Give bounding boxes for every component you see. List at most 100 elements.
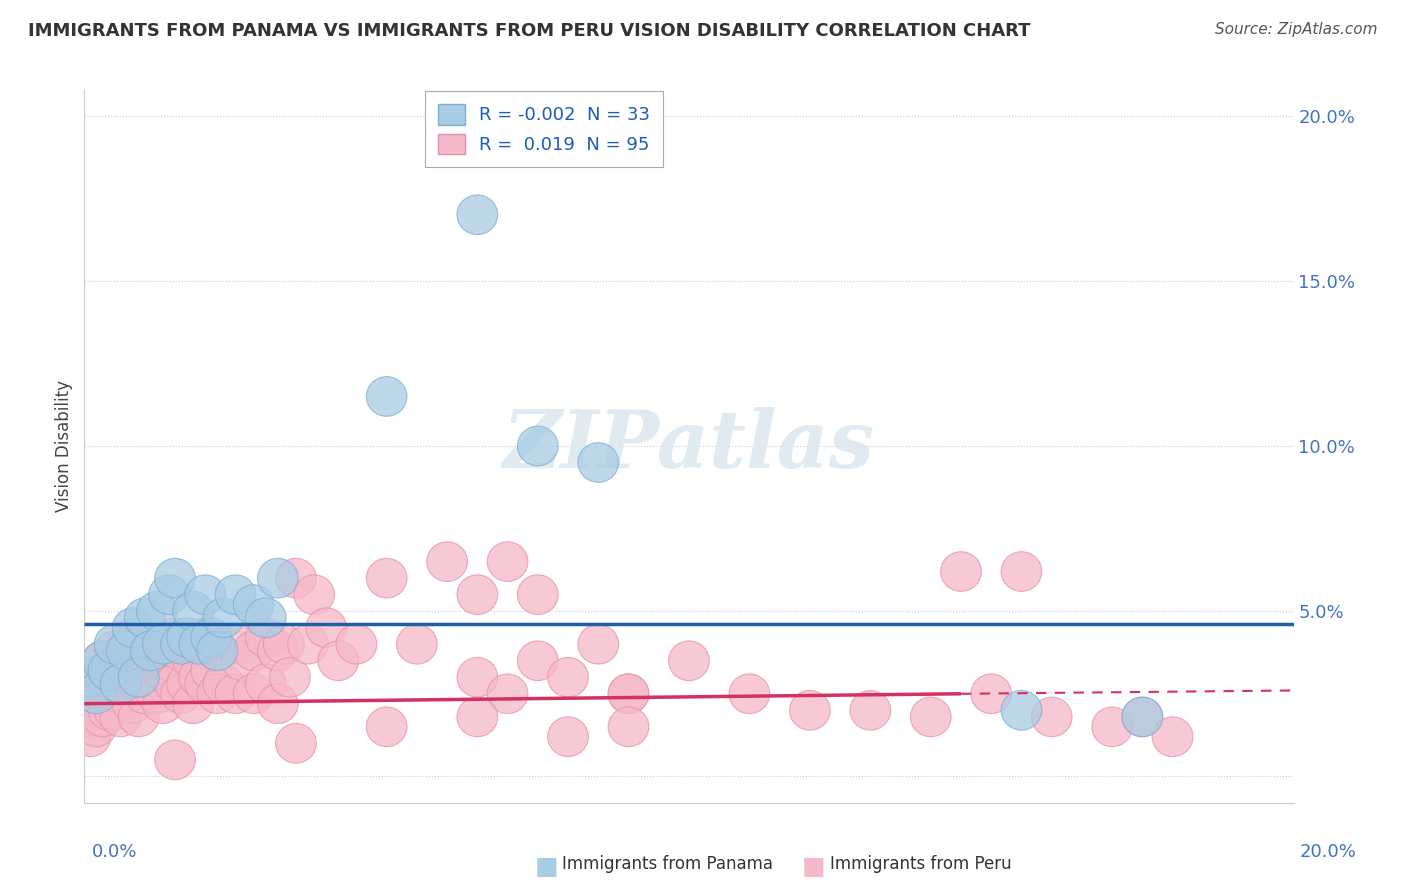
Ellipse shape [167, 618, 208, 657]
Ellipse shape [790, 690, 830, 731]
Ellipse shape [911, 697, 950, 737]
Ellipse shape [457, 697, 498, 737]
Ellipse shape [100, 674, 141, 714]
Ellipse shape [257, 558, 298, 598]
Ellipse shape [609, 674, 648, 714]
Ellipse shape [1001, 690, 1042, 731]
Ellipse shape [70, 717, 111, 756]
Text: ■: ■ [534, 855, 558, 879]
Ellipse shape [1001, 552, 1042, 591]
Ellipse shape [427, 541, 467, 582]
Ellipse shape [941, 552, 981, 591]
Ellipse shape [160, 624, 201, 664]
Ellipse shape [233, 631, 274, 671]
Ellipse shape [107, 631, 148, 671]
Ellipse shape [89, 690, 129, 731]
Ellipse shape [197, 674, 238, 714]
Ellipse shape [1153, 717, 1192, 756]
Ellipse shape [186, 574, 225, 615]
Ellipse shape [82, 641, 122, 681]
Ellipse shape [82, 641, 122, 681]
Ellipse shape [288, 624, 329, 664]
Ellipse shape [160, 674, 201, 714]
Ellipse shape [125, 598, 165, 638]
Ellipse shape [167, 624, 208, 664]
Ellipse shape [118, 697, 159, 737]
Ellipse shape [136, 591, 177, 631]
Ellipse shape [246, 598, 285, 638]
Ellipse shape [202, 664, 243, 704]
Ellipse shape [118, 657, 159, 697]
Ellipse shape [457, 657, 498, 697]
Ellipse shape [276, 558, 316, 598]
Ellipse shape [263, 624, 304, 664]
Ellipse shape [669, 641, 709, 681]
Ellipse shape [179, 624, 219, 664]
Ellipse shape [89, 664, 129, 704]
Ellipse shape [186, 618, 225, 657]
Ellipse shape [100, 664, 141, 704]
Ellipse shape [276, 723, 316, 764]
Ellipse shape [160, 631, 201, 671]
Ellipse shape [578, 624, 619, 664]
Ellipse shape [1122, 697, 1163, 737]
Ellipse shape [94, 624, 135, 664]
Ellipse shape [191, 651, 232, 690]
Ellipse shape [215, 624, 256, 664]
Ellipse shape [94, 690, 135, 731]
Ellipse shape [548, 657, 588, 697]
Ellipse shape [118, 664, 159, 704]
Ellipse shape [70, 674, 111, 714]
Ellipse shape [578, 442, 619, 483]
Ellipse shape [609, 674, 648, 714]
Ellipse shape [76, 707, 117, 747]
Ellipse shape [257, 631, 298, 671]
Ellipse shape [517, 641, 558, 681]
Ellipse shape [70, 697, 111, 737]
Ellipse shape [112, 651, 153, 690]
Ellipse shape [202, 598, 243, 638]
Ellipse shape [76, 657, 117, 697]
Ellipse shape [155, 740, 195, 780]
Ellipse shape [142, 651, 183, 690]
Ellipse shape [94, 664, 135, 704]
Ellipse shape [233, 585, 274, 624]
Ellipse shape [100, 651, 141, 690]
Ellipse shape [548, 717, 588, 756]
Ellipse shape [488, 674, 527, 714]
Ellipse shape [100, 697, 141, 737]
Ellipse shape [233, 674, 274, 714]
Ellipse shape [221, 641, 262, 681]
Ellipse shape [155, 618, 195, 657]
Ellipse shape [517, 426, 558, 466]
Ellipse shape [307, 607, 346, 648]
Ellipse shape [136, 631, 177, 671]
Ellipse shape [246, 664, 285, 704]
Ellipse shape [94, 631, 135, 671]
Ellipse shape [112, 607, 153, 648]
Ellipse shape [112, 618, 153, 657]
Ellipse shape [89, 651, 129, 690]
Ellipse shape [367, 376, 406, 417]
Ellipse shape [149, 641, 190, 681]
Ellipse shape [125, 624, 165, 664]
Ellipse shape [246, 618, 285, 657]
Ellipse shape [197, 631, 238, 671]
Ellipse shape [191, 618, 232, 657]
Ellipse shape [173, 641, 214, 681]
Ellipse shape [318, 641, 359, 681]
Ellipse shape [517, 574, 558, 615]
Ellipse shape [155, 664, 195, 704]
Text: IMMIGRANTS FROM PANAMA VS IMMIGRANTS FROM PERU VISION DISABILITY CORRELATION CHA: IMMIGRANTS FROM PANAMA VS IMMIGRANTS FRO… [28, 22, 1031, 40]
Ellipse shape [112, 684, 153, 723]
Ellipse shape [155, 558, 195, 598]
Text: ZIPatlas: ZIPatlas [503, 408, 875, 484]
Ellipse shape [82, 674, 122, 714]
Text: Source: ZipAtlas.com: Source: ZipAtlas.com [1215, 22, 1378, 37]
Ellipse shape [70, 657, 111, 697]
Ellipse shape [730, 674, 769, 714]
Ellipse shape [294, 574, 335, 615]
Y-axis label: Vision Disability: Vision Disability [55, 380, 73, 512]
Ellipse shape [125, 674, 165, 714]
Ellipse shape [131, 657, 172, 697]
